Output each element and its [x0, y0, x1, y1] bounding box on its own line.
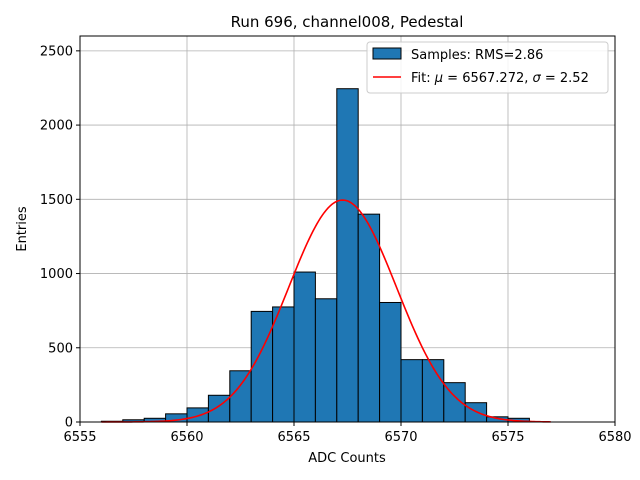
legend-fit-mu: μ: [434, 71, 443, 86]
x-axis-ticks: 6555 6560 6565 6570 6575 6580: [63, 422, 632, 445]
y-tick-label: 500: [48, 341, 73, 356]
y-tick-label: 2000: [40, 119, 73, 134]
x-tick-label: 6560: [170, 430, 203, 445]
legend-box: [366, 41, 609, 94]
legend-fit-sigma: σ: [533, 71, 542, 86]
legend-fit-suffix: = 2.52: [541, 71, 589, 86]
histogram-bar: [379, 301, 402, 423]
histogram-bar: [357, 213, 381, 423]
histogram-bar: [336, 88, 359, 423]
legend-histogram-swatch: [372, 47, 402, 60]
x-tick-label: 6580: [598, 430, 631, 445]
plot-frame: [79, 35, 616, 423]
x-tick-label: 6555: [63, 430, 96, 445]
x-axis-label: ADC Counts: [308, 451, 386, 466]
y-tick-label: 1000: [40, 267, 73, 282]
histogram-bars: [100, 88, 530, 423]
legend-fit-prefix: Fit:: [411, 71, 435, 86]
y-axis-label: Entries: [15, 206, 30, 252]
histogram-bar: [272, 306, 295, 423]
histogram-bar: [293, 271, 316, 423]
histogram-bar: [400, 359, 423, 423]
histogram-bar: [314, 298, 338, 423]
legend: Samples: RMS=2.86 Fit: μ = 6567.272, σ =…: [366, 41, 609, 94]
fit-curve: [101, 199, 551, 423]
legend-fit-mid: = 6567.272,: [443, 71, 532, 86]
x-tick-label: 6575: [491, 430, 524, 445]
legend-fit-label: Fit: μ = 6567.272, σ = 2.52: [411, 71, 589, 86]
y-tick-label: 2500: [40, 44, 73, 59]
x-tick-label: 6565: [277, 430, 310, 445]
y-tick-label: 1500: [40, 193, 73, 208]
y-axis-ticks: 0 500 1000 1500 2000 2500: [40, 44, 80, 431]
histogram-bar: [250, 310, 274, 423]
histogram-bar: [186, 407, 209, 423]
chart-title: Run 696, channel008, Pedestal: [231, 13, 464, 31]
histogram-bar: [229, 370, 252, 423]
x-tick-label: 6570: [384, 430, 417, 445]
y-tick-label: 0: [65, 416, 73, 431]
legend-histogram-label: Samples: RMS=2.86: [411, 48, 543, 63]
